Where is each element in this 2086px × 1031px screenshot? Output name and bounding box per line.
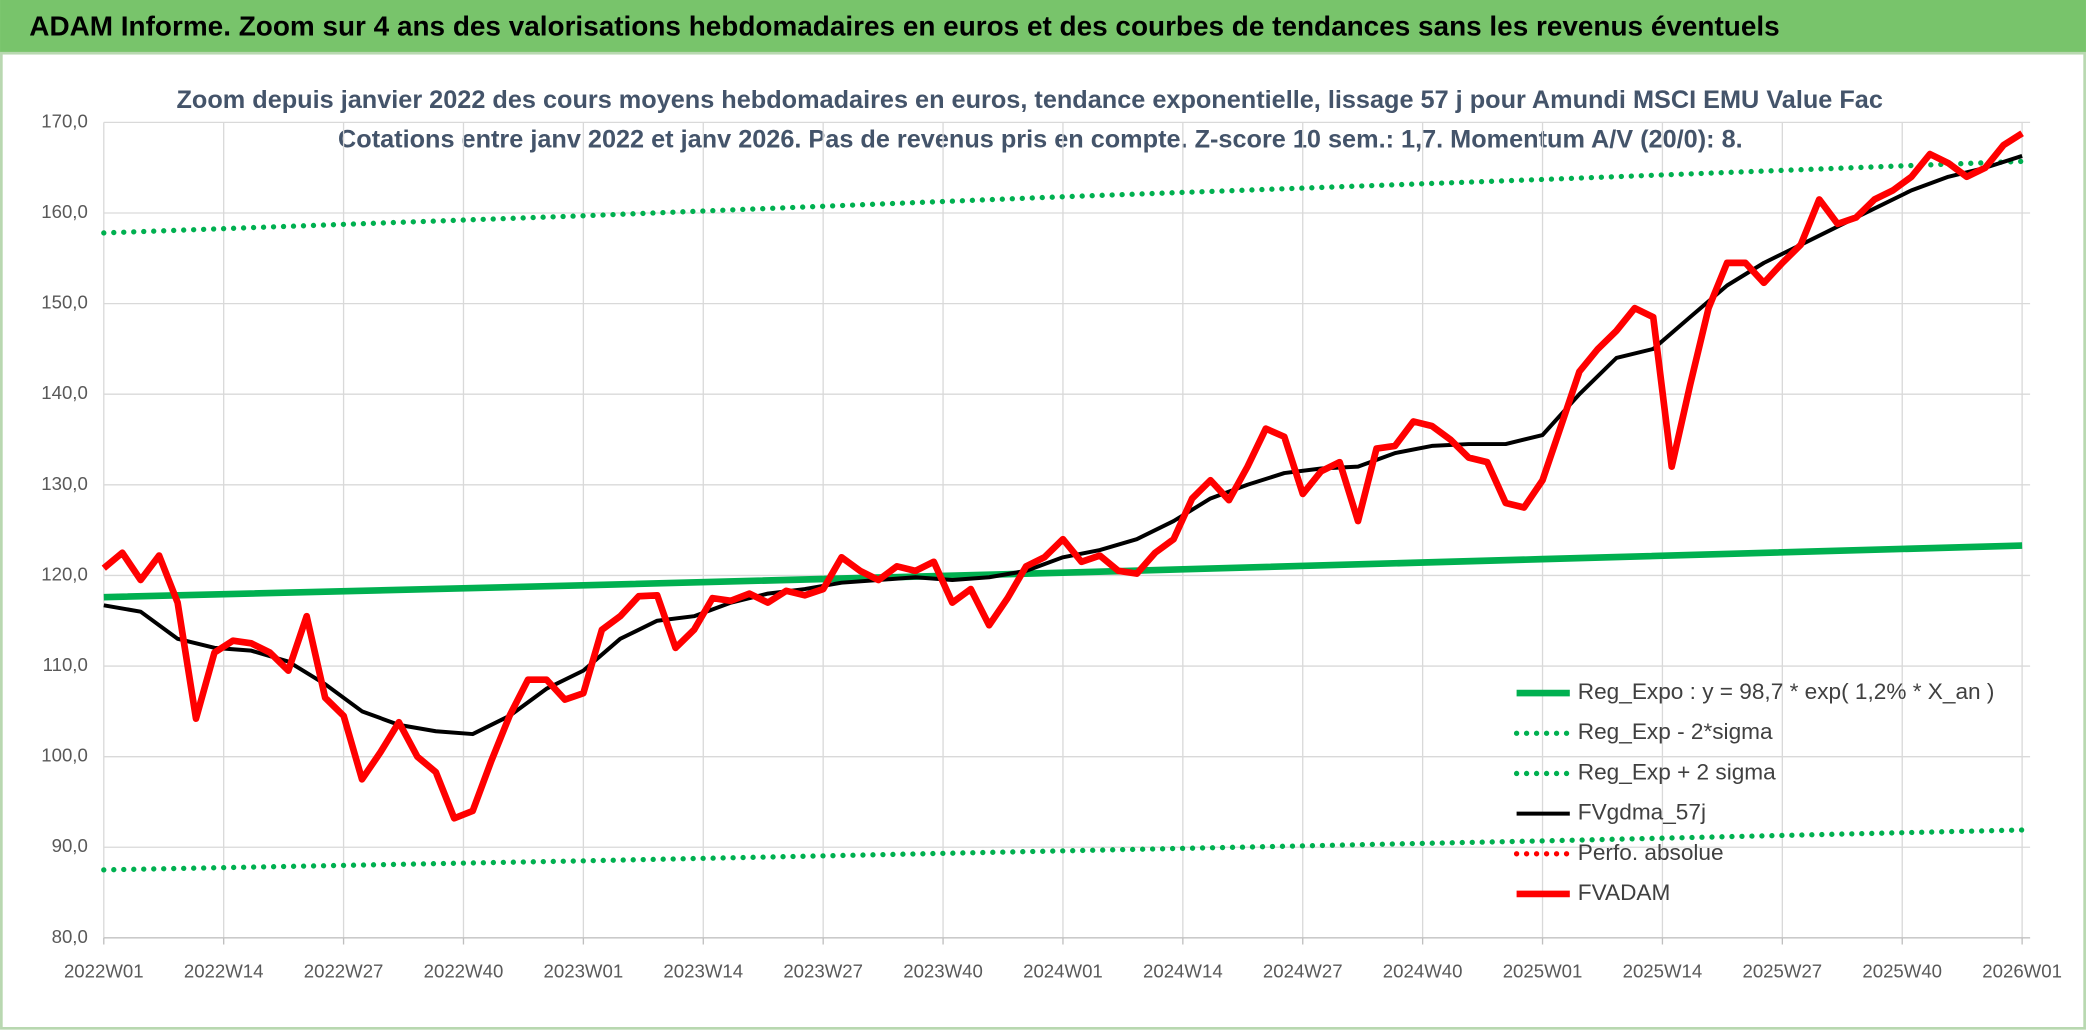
x-tick-label: 2023W27: [783, 960, 863, 981]
x-tick-label: 2023W01: [544, 960, 624, 981]
x-tick-label: 2022W27: [304, 960, 384, 981]
y-tick-label: 100,0: [41, 745, 88, 766]
y-tick-label: 80,0: [52, 926, 88, 947]
legend-label: Reg_Exp - 2*sigma: [1578, 719, 1773, 744]
series-line: [101, 158, 2025, 236]
chart-subtitle: Cotations entre janv 2022 et janv 2026. …: [338, 126, 1743, 154]
y-tick-label: 90,0: [52, 835, 88, 856]
legend-label: Perfo. absolue: [1578, 840, 1724, 865]
legend: Reg_Expo : y = 98,7 * exp( 1,2% * X_an )…: [1513, 679, 1995, 905]
x-tick-label: 2023W40: [903, 960, 983, 981]
y-tick-label: 120,0: [41, 563, 88, 584]
legend-label: Reg_Expo : y = 98,7 * exp( 1,2% * X_an ): [1578, 679, 1995, 704]
y-tick-label: 140,0: [41, 382, 88, 403]
chart-title: Zoom depuis janvier 2022 des cours moyen…: [176, 86, 1882, 114]
x-tick-label: 2025W27: [1742, 960, 1822, 981]
y-tick-label: 160,0: [41, 201, 88, 222]
series-line: [103, 542, 2023, 601]
series-line: [101, 827, 2025, 873]
y-tick-label: 170,0: [41, 110, 88, 131]
banner: [0, 0, 2086, 54]
x-tick-label: 2025W40: [1862, 960, 1942, 981]
y-tick-label: 110,0: [43, 654, 88, 675]
series-line: [103, 154, 2023, 737]
legend-label: Reg_Exp + 2 sigma: [1578, 759, 1776, 784]
x-tick-label: 2022W40: [424, 960, 504, 981]
x-tick-label: 2024W01: [1023, 960, 1103, 981]
banner-title: ADAM Informe. Zoom sur 4 ans des valoris…: [29, 10, 1779, 41]
plot: [101, 130, 2025, 873]
x-tick-label: 2024W40: [1383, 960, 1463, 981]
legend-label: FVgdma_57j: [1578, 800, 1706, 825]
legend-label: FVADAM: [1578, 880, 1671, 905]
x-tick-label: 2026W01: [1982, 960, 2062, 981]
x-tick-label: 2023W14: [663, 960, 743, 981]
x-tick-label: 2022W14: [184, 960, 264, 981]
x-tick-label: 2022W01: [64, 960, 144, 981]
x-tick-label: 2024W14: [1143, 960, 1223, 981]
x-tick-label: 2024W27: [1263, 960, 1343, 981]
x-tick-label: 2025W14: [1623, 960, 1703, 981]
y-tick-label: 130,0: [41, 473, 88, 494]
y-tick-label: 150,0: [41, 292, 88, 313]
x-tick-label: 2025W01: [1503, 960, 1583, 981]
series-line: [101, 130, 2024, 822]
frame: [0, 51, 2086, 1030]
grid: 80,0 90,0 100,0 110,0 120,0 130,0 140,0 150,0 16…: [41, 110, 2062, 981]
